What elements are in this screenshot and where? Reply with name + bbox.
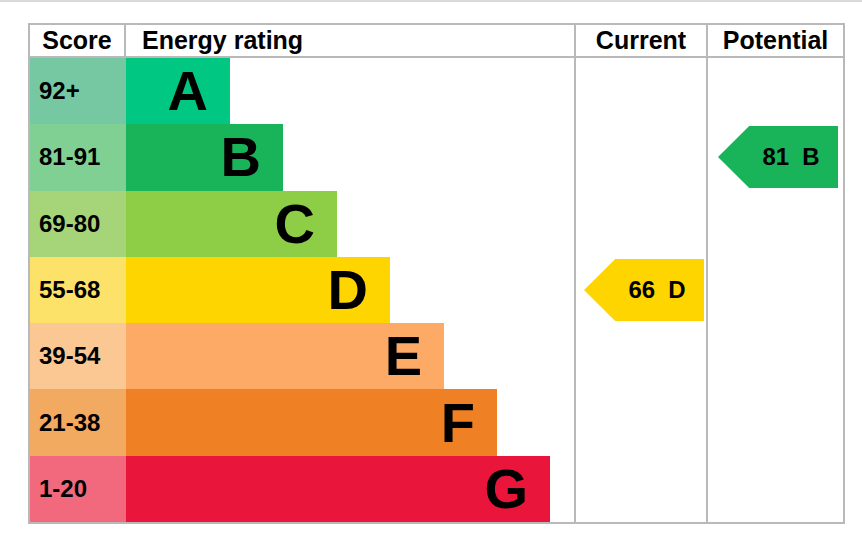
score-cell-b: 81-91 bbox=[30, 124, 126, 190]
energy-rating-column-header: Energy rating bbox=[126, 25, 576, 58]
energy-cell-g: G bbox=[126, 456, 576, 522]
energy-cell-b: B bbox=[126, 124, 576, 190]
band-bar-a: A bbox=[126, 58, 230, 124]
potential-rating-band: B bbox=[802, 145, 819, 169]
current-rating-band: D bbox=[668, 278, 685, 302]
band-bar-f: F bbox=[126, 389, 497, 455]
score-cell-c: 69-80 bbox=[30, 191, 126, 257]
current-column-body: 66 D bbox=[576, 58, 708, 522]
potential-rating-arrow: 81 B bbox=[718, 126, 838, 188]
current-rating-value: 66 bbox=[628, 278, 655, 302]
band-bar-c: C bbox=[126, 191, 337, 257]
energy-cell-d: D bbox=[126, 257, 576, 323]
score-cell-d: 55-68 bbox=[30, 257, 126, 323]
score-column-header: Score bbox=[30, 25, 126, 58]
epc-rating-table: Score Energy rating Current Potential 92… bbox=[28, 23, 845, 524]
potential-column-header: Potential bbox=[708, 25, 843, 58]
potential-rating-value: 81 bbox=[762, 145, 789, 169]
epc-energy-rating-figure: Score Energy rating Current Potential 92… bbox=[0, 0, 862, 556]
score-cell-f: 21-38 bbox=[30, 389, 126, 455]
potential-column-body: 81 B bbox=[708, 58, 843, 522]
energy-cell-a: A bbox=[126, 58, 576, 124]
band-bar-e: E bbox=[126, 323, 444, 389]
energy-cell-f: F bbox=[126, 389, 576, 455]
score-cell-e: 39-54 bbox=[30, 323, 126, 389]
energy-cell-e: E bbox=[126, 323, 576, 389]
band-bar-g: G bbox=[126, 456, 550, 522]
current-column-header: Current bbox=[576, 25, 708, 58]
band-bar-d: D bbox=[126, 257, 390, 323]
current-rating-arrow: 66 D bbox=[584, 259, 704, 321]
energy-cell-c: C bbox=[126, 191, 576, 257]
top-divider-line bbox=[0, 0, 862, 2]
score-cell-a: 92+ bbox=[30, 58, 126, 124]
score-cell-g: 1-20 bbox=[30, 456, 126, 522]
band-bar-b: B bbox=[126, 124, 283, 190]
